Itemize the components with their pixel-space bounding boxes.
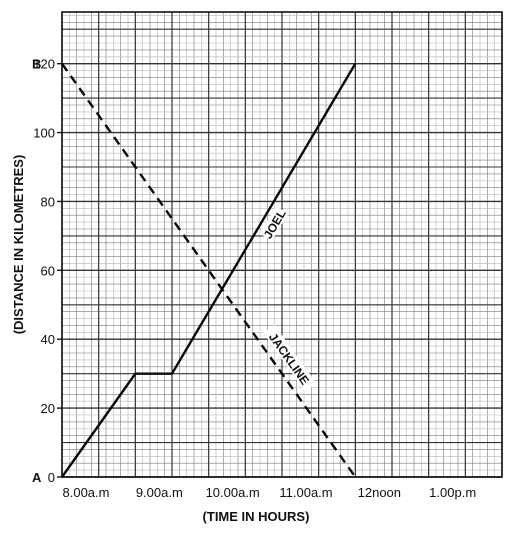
y-tick-label: 120: [33, 57, 55, 72]
x-tick-label: 11.00a.m: [279, 485, 332, 500]
x-tick-label: 8.00a.m: [63, 485, 110, 500]
point-label-b: B: [32, 57, 41, 72]
y-tick-label: 100: [33, 126, 55, 141]
x-tick-label: 1.00p.m: [429, 485, 476, 500]
x-axis-title: (TIME IN HOURS): [203, 509, 310, 524]
series-label-bg: [259, 206, 289, 241]
x-tick-label: 12noon: [358, 485, 401, 500]
series-line-joel: [61, 63, 357, 478]
y-tick-label: 80: [41, 194, 55, 209]
point-label-a: A: [32, 470, 42, 485]
x-tick-label: 9.00a.m: [136, 485, 183, 500]
x-tick-label: 10.00a.m: [206, 485, 260, 500]
y-tick-label: 20: [41, 401, 55, 416]
series-label-bg: [263, 324, 317, 392]
plot-frame: [61, 11, 503, 478]
y-tick-label: 60: [41, 263, 55, 278]
y-tick-label: 0: [48, 470, 55, 485]
y-tick-label: 40: [41, 332, 55, 347]
y-axis-title: (DISTANCE IN KILOMETRES): [11, 155, 26, 335]
series-line-jackline: [61, 62, 357, 478]
